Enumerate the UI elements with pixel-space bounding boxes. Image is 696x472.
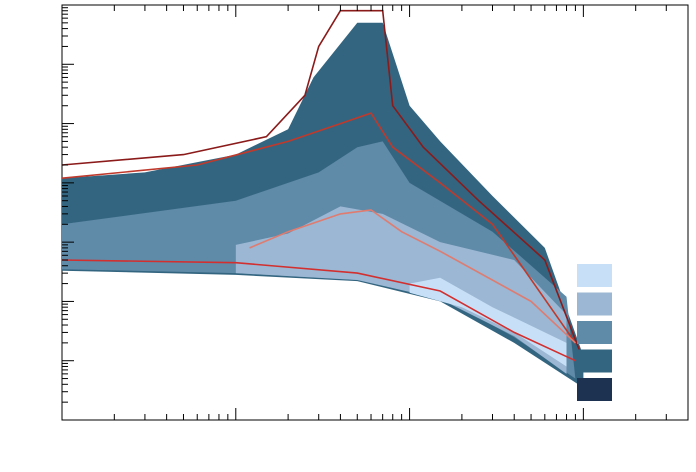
density-layer-3 [235, 206, 567, 374]
legend-swatch-2 [577, 292, 612, 316]
contour-line-3 [249, 209, 576, 344]
contour-lines [62, 9, 585, 362]
x-axis [61, 5, 689, 420]
legend [577, 264, 612, 401]
legend-swatch-1 [577, 264, 612, 287]
y-axis [62, 7, 74, 421]
contour-line-1 [62, 9, 585, 361]
legend-swatch-5 [577, 378, 612, 401]
density-layers [62, 22, 584, 388]
density-layer-4 [409, 277, 567, 367]
legend-swatch-3 [577, 321, 612, 344]
contour-line-2 [62, 112, 577, 344]
legend-swatch-4 [577, 349, 612, 373]
contour-line-4 [62, 259, 576, 362]
